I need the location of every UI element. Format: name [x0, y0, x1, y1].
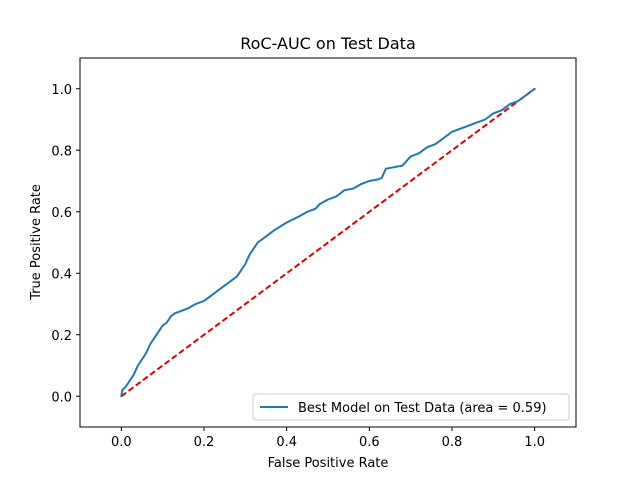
- y-tick-label: 0.8: [51, 144, 72, 159]
- x-axis-label: False Positive Rate: [268, 456, 389, 471]
- x-tick-label: 0.4: [276, 435, 297, 450]
- x-tick-label: 1.0: [524, 435, 545, 450]
- y-tick-label: 0.0: [51, 390, 72, 405]
- y-tick-label: 1.0: [51, 83, 72, 98]
- x-tick-label: 0.8: [442, 435, 463, 450]
- plot-frame: [79, 57, 577, 428]
- legend-box: [252, 393, 570, 421]
- x-tick-label: 0.2: [194, 435, 215, 450]
- chance-diagonal-line: [120, 87, 536, 398]
- y-axis: 0.0 0.2 0.4 0.6 0.8 1.0: [51, 83, 80, 405]
- y-tick-label: 0.4: [51, 267, 72, 282]
- legend: Best Model on Test Data (area = 0.59): [252, 393, 570, 421]
- chart-title: RoC-AUC on Test Data: [240, 34, 416, 53]
- x-tick-label: 0.6: [359, 435, 380, 450]
- x-axis: 0.0 0.2 0.4 0.6 0.8 1.0: [111, 427, 545, 450]
- x-tick-label: 0.0: [111, 435, 132, 450]
- series-layer: [120, 87, 536, 398]
- y-tick-label: 0.2: [51, 329, 72, 344]
- legend-label: Best Model on Test Data (area = 0.59): [298, 401, 547, 416]
- y-axis-label: True Positive Rate: [29, 184, 44, 301]
- roc-curve-line: [120, 87, 536, 398]
- y-tick-label: 0.6: [51, 206, 72, 221]
